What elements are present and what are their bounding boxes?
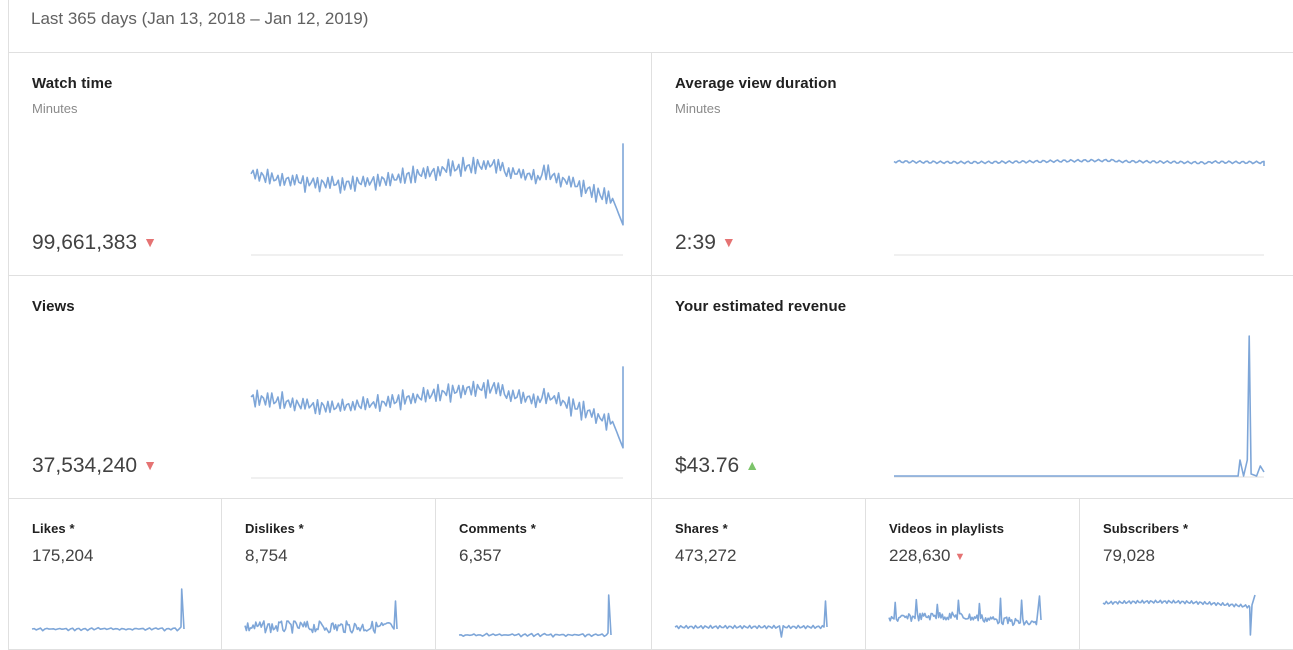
- metric-title: Shares *: [675, 521, 728, 536]
- trend-down-icon: ▼: [143, 457, 157, 473]
- metric-unit: Minutes: [32, 101, 78, 116]
- metric-title: Videos in playlists: [889, 521, 1005, 536]
- subscribers-sparkline: [1102, 594, 1256, 636]
- metric-title: Average view duration: [675, 75, 837, 92]
- trend-down-icon: ▼: [721, 234, 736, 250]
- likes-sparkline: [31, 588, 185, 632]
- metric-unit: Minutes: [675, 101, 721, 116]
- metric-value: 8,754: [245, 546, 288, 566]
- comments-sparkline: [458, 594, 612, 638]
- metric-value: 79,028: [1103, 546, 1155, 566]
- metric-card-average-view-duration[interactable]: Average view duration Minutes 2:39 ▼: [651, 53, 1293, 276]
- metric-value-text: 79,028: [1103, 546, 1155, 565]
- trend-up-icon: ▲: [745, 457, 760, 473]
- metric-value: $43.76 ▲: [675, 454, 759, 478]
- metric-value-text: 228,630: [889, 546, 951, 565]
- metric-title: Views: [32, 298, 75, 315]
- metric-value-text: 175,204: [32, 546, 94, 565]
- metric-value: 99,661,383 ▼: [32, 231, 157, 255]
- metric-card-comments[interactable]: Comments * 6,357: [435, 499, 651, 650]
- metric-title: Comments *: [459, 521, 536, 536]
- dislikes-sparkline: [244, 600, 398, 634]
- metric-value: 228,630 ▼: [889, 546, 965, 566]
- metric-value-text: $43.76: [675, 454, 740, 477]
- metric-value: 473,272: [675, 546, 736, 566]
- metric-value: 6,357: [459, 546, 502, 566]
- date-range-header: Last 365 days (Jan 13, 2018 – Jan 12, 20…: [8, 0, 1293, 53]
- shares-sparkline: [674, 600, 828, 638]
- videos-in-playlists-sparkline: [888, 595, 1042, 627]
- date-range-label: Last 365 days (Jan 13, 2018 – Jan 12, 20…: [31, 9, 369, 28]
- metric-value-text: 2:39: [675, 231, 716, 254]
- metric-card-watch-time[interactable]: Watch time Minutes 99,661,383 ▼: [8, 53, 651, 276]
- metric-value-text: 6,357: [459, 546, 502, 565]
- metric-card-subscribers[interactable]: Subscribers * 79,028: [1079, 499, 1293, 650]
- views-sparkline: [250, 366, 624, 479]
- metric-card-estimated-revenue[interactable]: Your estimated revenue $43.76 ▲: [651, 276, 1293, 499]
- trend-down-icon: ▼: [954, 551, 966, 563]
- metric-value-text: 99,661,383: [32, 231, 138, 254]
- metric-value: 175,204: [32, 546, 93, 566]
- metric-title: Likes *: [32, 521, 75, 536]
- metric-value-text: 8,754: [245, 546, 288, 565]
- metric-value: 37,534,240 ▼: [32, 454, 157, 478]
- metric-card-shares[interactable]: Shares * 473,272: [651, 499, 865, 650]
- metric-card-videos-in-playlists[interactable]: Videos in playlists 228,630 ▼: [865, 499, 1079, 650]
- trend-down-icon: ▼: [143, 234, 157, 250]
- average-view-duration-sparkline: [893, 158, 1265, 256]
- metric-value-text: 473,272: [675, 546, 737, 565]
- metric-title: Subscribers *: [1103, 521, 1189, 536]
- metric-title: Your estimated revenue: [675, 298, 847, 315]
- metric-value-text: 37,534,240: [32, 454, 138, 477]
- metric-card-views[interactable]: Views 37,534,240 ▼: [8, 276, 651, 499]
- watch-time-sparkline: [250, 143, 624, 256]
- metric-title: Watch time: [32, 75, 113, 92]
- metric-value: 2:39 ▼: [675, 231, 736, 255]
- metric-title: Dislikes *: [245, 521, 304, 536]
- revenue-sparkline: [894, 335, 1265, 478]
- metric-card-likes[interactable]: Likes * 175,204: [8, 499, 221, 650]
- metric-card-dislikes[interactable]: Dislikes * 8,754: [221, 499, 435, 650]
